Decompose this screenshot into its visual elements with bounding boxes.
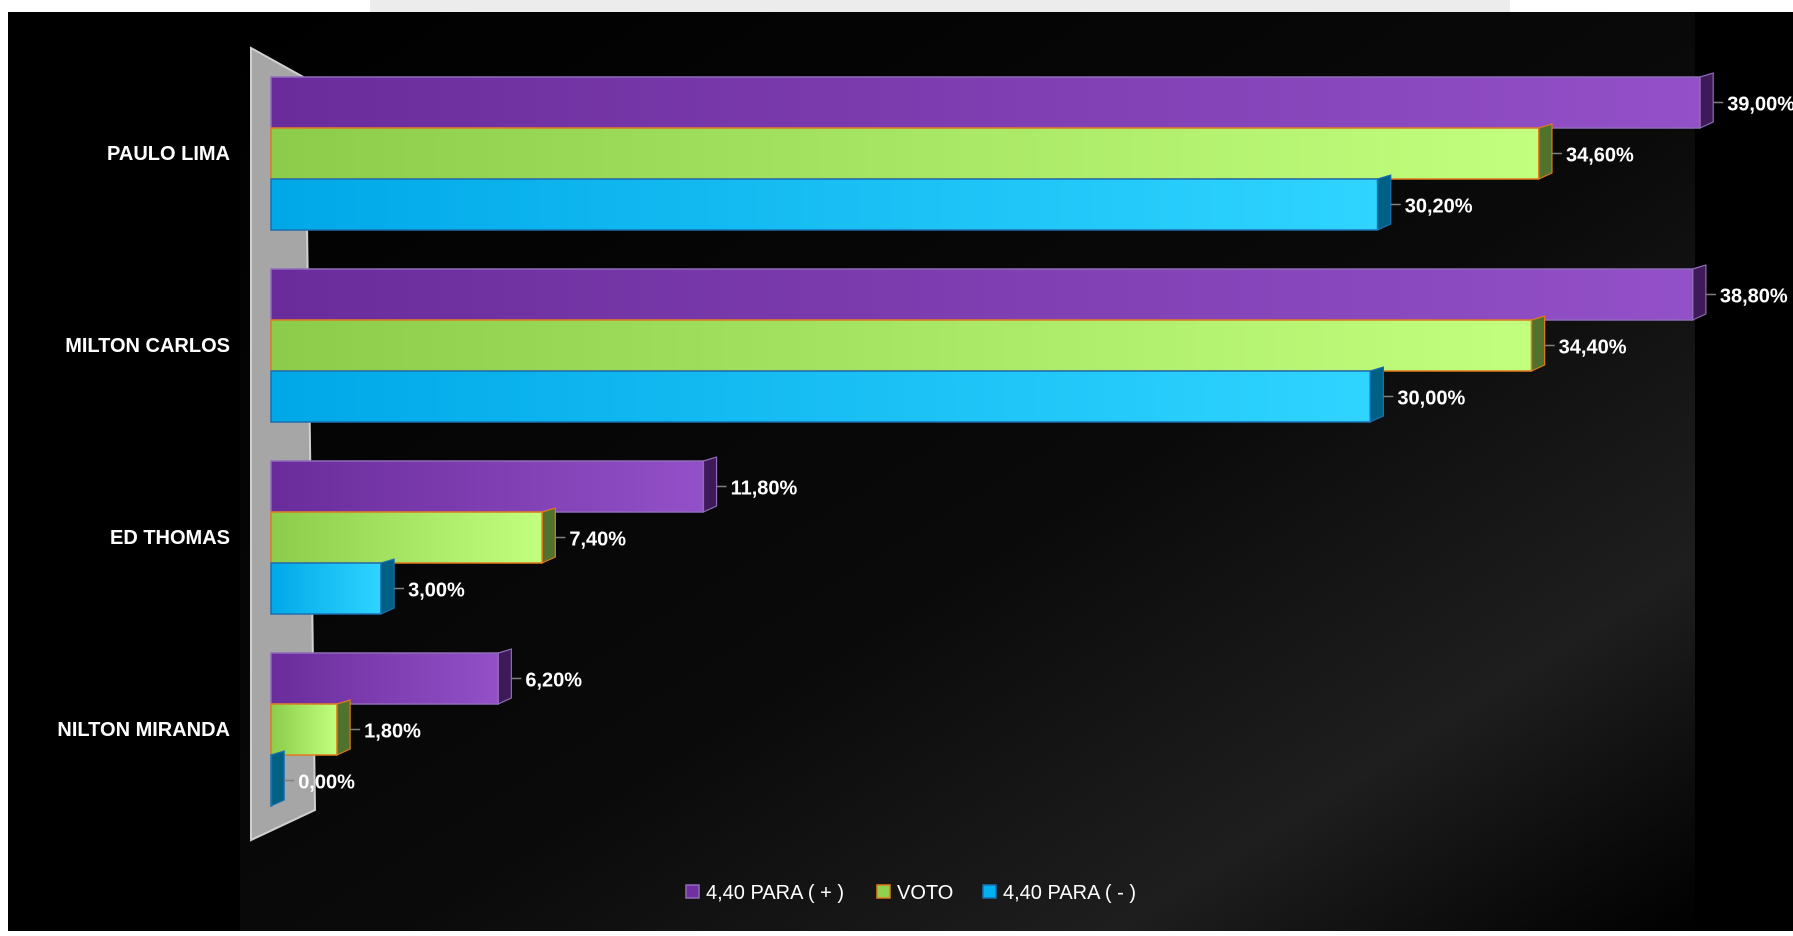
bar-front-face bbox=[270, 268, 1694, 321]
axis-wall-face bbox=[250, 46, 317, 842]
bar bbox=[270, 456, 718, 513]
bar-front-face bbox=[270, 76, 1701, 129]
data-label: 34,60% bbox=[1566, 145, 1634, 167]
category-label: ED THOMAS bbox=[110, 527, 230, 549]
bar-front-face bbox=[270, 652, 499, 705]
data-label: 38,80% bbox=[1720, 286, 1788, 308]
data-label: 0,00% bbox=[298, 772, 355, 794]
bar bbox=[270, 315, 1546, 372]
bar-side-face bbox=[1376, 174, 1392, 231]
bar-side-face bbox=[702, 456, 718, 513]
bar bbox=[270, 174, 1392, 231]
bar-side-face bbox=[541, 507, 556, 564]
data-label: 30,00% bbox=[1397, 388, 1465, 410]
bar bbox=[270, 366, 1385, 423]
bar-front-face bbox=[270, 703, 338, 756]
bar bbox=[270, 264, 1707, 321]
bar-side-face bbox=[1699, 72, 1714, 129]
legend-label: VOTO bbox=[897, 882, 953, 904]
bar-front-face bbox=[270, 754, 273, 807]
bar-front-face bbox=[270, 178, 1379, 231]
chart-top-strip bbox=[370, 0, 1510, 12]
data-label: 11,80% bbox=[731, 478, 798, 500]
bar-front-face bbox=[270, 511, 543, 564]
data-label: 1,80% bbox=[364, 721, 421, 743]
bar bbox=[270, 699, 351, 756]
legend: 4,40 PARA ( + ) VOTO 4,40 PARA ( - ) bbox=[685, 882, 1136, 904]
data-label: 7,40% bbox=[569, 529, 626, 551]
category-label: PAULO LIMA bbox=[107, 143, 230, 165]
data-label: 6,20% bbox=[525, 670, 582, 692]
legend-swatch bbox=[685, 884, 700, 899]
bar bbox=[270, 123, 1553, 180]
bar-side-face bbox=[1692, 264, 1707, 321]
bar bbox=[270, 750, 285, 807]
bar-side-face bbox=[270, 750, 285, 807]
bar bbox=[270, 72, 1714, 129]
data-label: 34,40% bbox=[1559, 337, 1627, 359]
bar bbox=[270, 507, 556, 564]
bar-side-face bbox=[1369, 366, 1385, 423]
legend-label: 4,40 PARA ( + ) bbox=[706, 882, 844, 904]
data-label: 30,20% bbox=[1405, 196, 1473, 218]
bar-front-face bbox=[270, 460, 705, 513]
bar-front-face bbox=[270, 370, 1371, 423]
bar-front-face bbox=[270, 562, 382, 615]
legend-label: 4,40 PARA ( - ) bbox=[1003, 882, 1136, 904]
category-label: NILTON MIRANDA bbox=[57, 719, 230, 741]
bar-front-face bbox=[270, 319, 1533, 372]
bar-front-face bbox=[270, 127, 1540, 180]
bar-side-face bbox=[1538, 123, 1553, 180]
axis-wall bbox=[250, 46, 317, 842]
data-labels: 39,00% 34,60% 30,20% 38,80% 34,40% 30,00% 11,8… bbox=[284, 94, 1793, 794]
data-label: 3,00% bbox=[408, 580, 465, 602]
bars-group bbox=[270, 72, 1714, 807]
bar-side-face bbox=[497, 648, 512, 705]
bar-side-face bbox=[380, 558, 395, 615]
data-label: 39,00% bbox=[1727, 94, 1793, 116]
bar bbox=[270, 648, 512, 705]
category-label: MILTON CARLOS bbox=[65, 335, 230, 357]
bar-side-face bbox=[1530, 315, 1546, 372]
category-labels: PAULO LIMA MILTON CARLOS ED THOMAS NILTON M… bbox=[57, 143, 230, 741]
bar bbox=[270, 558, 395, 615]
legend-swatch bbox=[876, 884, 891, 899]
bar-side-face bbox=[336, 699, 351, 756]
legend-swatch bbox=[982, 884, 997, 899]
